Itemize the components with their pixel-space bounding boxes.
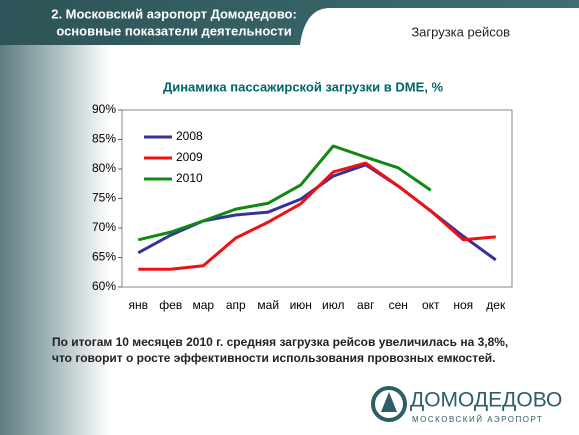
y-tick-label: 75%: [92, 191, 116, 205]
x-tick-label: янв: [129, 298, 149, 312]
logo-tagline: МОСКОВСКИЙ АЭРОПОРТ: [412, 415, 543, 424]
y-tick-label: 60%: [92, 279, 116, 293]
x-tick-label: апр: [226, 298, 246, 312]
y-tick-label: 70%: [92, 220, 116, 234]
legend-label: 2008: [176, 129, 203, 143]
series-line: [138, 161, 496, 271]
header-title: основные показатели деятельности: [56, 23, 291, 38]
logo: ДОМОДЕДОВО МОСКОВСКИЙ АЭРОПОРТ: [371, 386, 562, 424]
y-tick-label: 65%: [92, 250, 116, 264]
logo-ring: [371, 386, 407, 422]
y-tick-label: 85%: [92, 132, 116, 146]
footnote: По итогам 10 месяцев 2010 г. средняя заг…: [52, 335, 508, 349]
footnote: что говорит о росте эффективности исполь…: [52, 351, 495, 365]
series-line: [137, 144, 432, 242]
x-tick-label: мар: [192, 298, 214, 312]
x-tick-label: ноя: [453, 298, 473, 312]
x-tick-label: окт: [422, 298, 440, 312]
x-tick-label: июл: [322, 298, 344, 312]
x-tick-label: июн: [290, 298, 312, 312]
section-title: Загрузка рейсов: [411, 24, 510, 39]
cloud-strip: [0, 0, 110, 435]
x-tick-label: сен: [389, 298, 408, 312]
legend-label: 2010: [176, 171, 203, 185]
legend-label: 2009: [176, 150, 203, 164]
x-tick-label: дек: [486, 298, 506, 312]
x-tick-label: авг: [357, 298, 375, 312]
y-tick-label: 80%: [92, 161, 116, 175]
header-band: [0, 0, 579, 45]
chart-title: Динамика пассажирской загрузки в DME, %: [163, 79, 444, 94]
header-title: 2. Московский аэропорт Домодедово:: [51, 6, 297, 21]
logo-name: ДОМОДЕДОВО: [410, 389, 562, 412]
x-tick-label: май: [257, 298, 279, 312]
y-tick-label: 90%: [92, 102, 116, 116]
logo-icon: [381, 392, 397, 412]
x-tick-label: фев: [159, 298, 182, 312]
